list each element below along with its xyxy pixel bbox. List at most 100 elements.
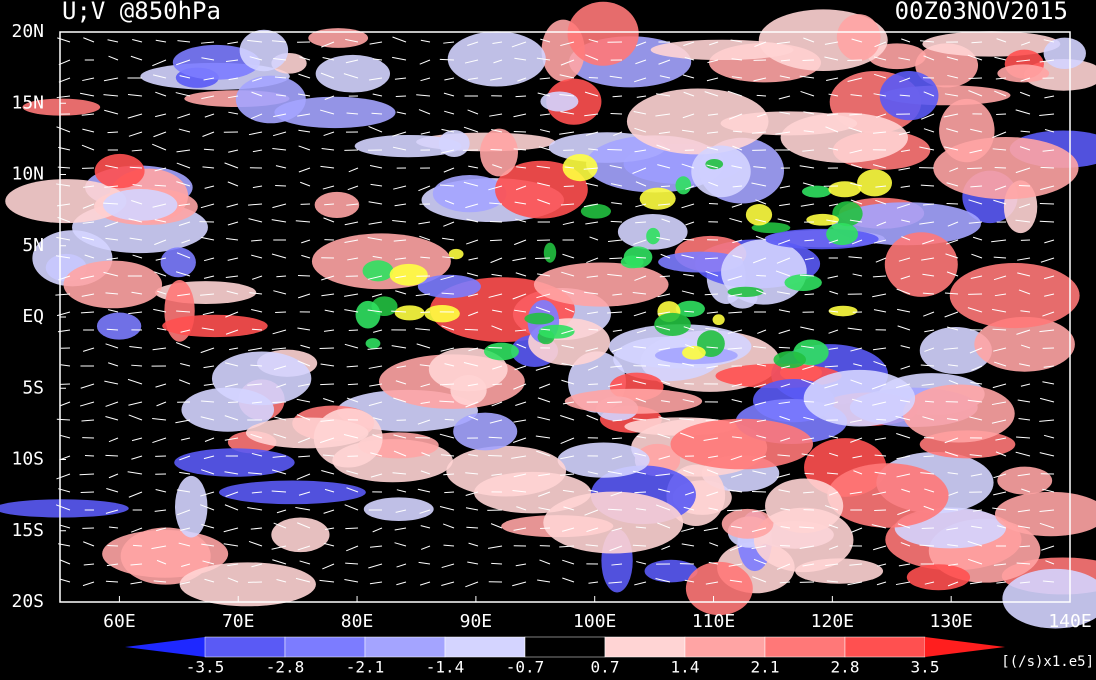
wind-arrow (347, 257, 359, 261)
wind-arrow (587, 471, 599, 475)
wind-arrow (731, 203, 743, 208)
wind-arrow (752, 470, 767, 475)
wind-arrow (175, 342, 191, 349)
wind-arrow (874, 471, 887, 475)
wind-arrow (441, 128, 455, 133)
wind-arrow (799, 75, 815, 79)
wind-arrow (420, 131, 431, 135)
wind-arrow (944, 93, 959, 97)
wind-arrow (685, 185, 695, 190)
wind-arrow (826, 77, 839, 81)
lon-label: 120E (811, 611, 854, 632)
wind-arrow (131, 149, 143, 152)
wind-arrow (682, 238, 695, 241)
wind-arrow (539, 129, 551, 133)
wind-arrow (247, 507, 263, 511)
wind-arrow (439, 400, 455, 403)
wind-arrow (753, 345, 767, 349)
wind-arrow (799, 545, 815, 550)
wind-arrow (1017, 525, 1031, 529)
wind-arrow (154, 184, 167, 187)
wind-arrow (731, 399, 743, 403)
lat-label: 5S (22, 377, 44, 398)
field-blob (691, 145, 751, 198)
field-blob (274, 96, 396, 129)
wind-arrow (348, 167, 359, 173)
wind-arrow (897, 325, 911, 331)
field-blob (650, 39, 794, 61)
wind-arrow (921, 257, 935, 261)
wind-arrow (108, 55, 119, 61)
convection-blob (538, 324, 575, 339)
wind-arrow (106, 487, 119, 493)
wind-arrow (991, 308, 1007, 313)
wind-arrow (873, 73, 887, 79)
wind-arrow (345, 527, 359, 530)
wind-arrow (853, 470, 863, 475)
wind-arrow (635, 59, 647, 65)
wind-arrow (706, 365, 719, 369)
convection-blob (524, 312, 555, 325)
wind-arrow (513, 527, 527, 531)
wind-arrow (128, 131, 143, 137)
convection-blob (394, 305, 425, 321)
wind-arrow (802, 563, 815, 567)
wind-arrow (369, 164, 383, 169)
wind-arrow (299, 560, 311, 565)
wind-arrow (176, 489, 191, 493)
wind-arrow (441, 581, 455, 586)
field-blob (160, 247, 196, 278)
wind-arrow (513, 473, 527, 478)
wind-arrow (683, 41, 695, 47)
wind-arrow (272, 455, 287, 458)
field-blob (644, 559, 698, 583)
wind-arrow (828, 435, 839, 439)
wind-arrow (105, 401, 119, 407)
wind-arrow (322, 57, 335, 61)
wind-arrow (103, 202, 119, 205)
wind-arrow (324, 95, 335, 100)
wind-arrow (202, 131, 215, 137)
wind-arrow (129, 345, 143, 349)
wind-arrow (1017, 272, 1031, 277)
wind-arrow (660, 253, 671, 259)
wind-arrow (228, 149, 239, 153)
wind-arrow (60, 401, 71, 407)
wind-arrow (607, 273, 623, 277)
wind-arrow (224, 415, 239, 421)
wind-arrow (560, 111, 575, 115)
wind-arrow (923, 91, 935, 97)
wind-arrow (252, 149, 263, 153)
wind-arrow (368, 221, 383, 225)
wind-arrow (444, 200, 455, 205)
wind-arrow (489, 113, 503, 117)
wind-arrow (728, 113, 743, 120)
wind-arrow (967, 54, 983, 61)
wind-arrow (511, 455, 527, 459)
wind-arrow (757, 329, 767, 334)
wind-arrow (682, 399, 695, 403)
wind-arrow (780, 508, 791, 511)
colorbar-end-high (925, 637, 1005, 657)
wind-arrow (992, 131, 1007, 139)
wind-arrow (60, 559, 71, 565)
convection-blob (712, 314, 725, 326)
wind-arrow (82, 203, 95, 209)
wind-arrow (463, 126, 479, 133)
wind-arrow (298, 167, 311, 173)
wind-arrow (156, 527, 167, 532)
wind-arrow (583, 167, 599, 170)
wind-arrow (395, 380, 407, 385)
colorbar-label: -2.1 (346, 658, 385, 677)
wind-arrow (298, 93, 311, 97)
wind-arrow (295, 506, 311, 511)
wind-arrow (993, 491, 1007, 496)
wind-arrow (828, 347, 839, 350)
wind-arrow (322, 454, 335, 457)
wind-arrow (538, 491, 551, 497)
wind-arrow (107, 309, 119, 313)
convection-blob (828, 181, 862, 198)
convection-blob (355, 300, 381, 329)
wind-arrow (513, 130, 527, 133)
wind-arrow (803, 130, 815, 133)
